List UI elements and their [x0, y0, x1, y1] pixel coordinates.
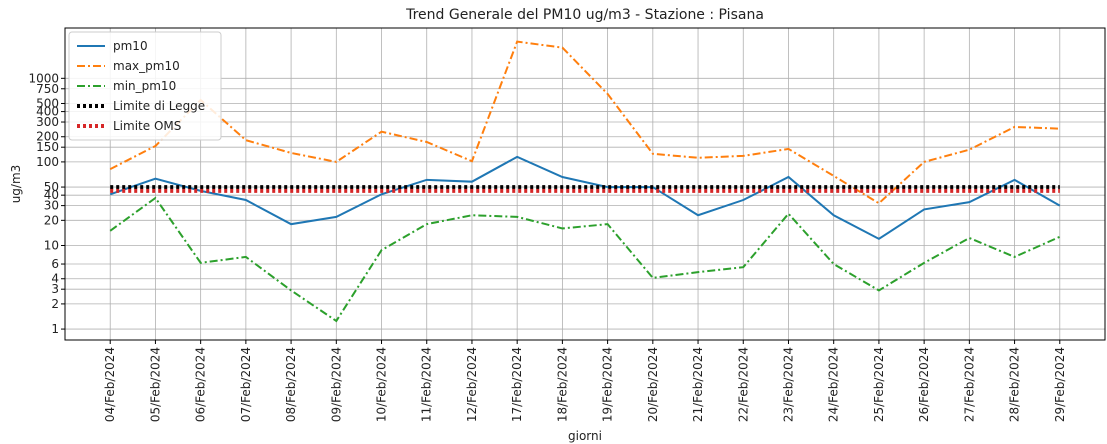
x-tick-label: 20/Feb/2024: [646, 347, 660, 422]
y-tick-label: 300: [36, 115, 59, 129]
plot-area: [65, 28, 1105, 340]
chart-title: Trend Generale del PM10 ug/m3 - Stazione…: [405, 7, 764, 23]
x-tick-label: 12/Feb/2024: [465, 347, 479, 422]
x-axis-label: giorni: [568, 429, 602, 443]
y-tick-label: 3: [51, 282, 59, 296]
x-tick-label: 27/Feb/2024: [962, 347, 976, 422]
x-tick-label: 28/Feb/2024: [1008, 347, 1022, 422]
y-tick-label: 1000: [28, 71, 59, 85]
legend-label: max_pm10: [113, 59, 180, 73]
y-tick-label: 500: [36, 96, 59, 110]
plot-frame: [64, 27, 1106, 341]
x-tick-label: 25/Feb/2024: [872, 347, 886, 422]
y-tick-label: 40: [44, 188, 59, 202]
x-tick-label: 10/Feb/2024: [375, 347, 389, 422]
x-tick-label: 05/Feb/2024: [148, 347, 162, 422]
x-tick-label: 24/Feb/2024: [827, 347, 841, 422]
x-tick-label: 17/Feb/2024: [510, 347, 524, 422]
y-tick-label: 750: [36, 82, 59, 96]
y-tick-label: 10: [44, 238, 59, 252]
legend-label: min_pm10: [113, 79, 176, 93]
x-tick-label: 23/Feb/2024: [781, 347, 795, 422]
y-tick-label: 1: [51, 322, 59, 336]
legend-box: [68, 31, 222, 141]
legend-label: Limite di Legge: [113, 99, 205, 113]
x-tick-label: 26/Feb/2024: [917, 347, 931, 422]
y-tick-label: 30: [44, 199, 59, 213]
y-tick-label: 6: [51, 257, 59, 271]
x-tick-label: 19/Feb/2024: [601, 347, 615, 422]
legend: pm10 max_pm10 min_pm10 Limite di Legge Limit…: [68, 31, 222, 141]
series-line: [109, 40, 1060, 205]
y-tick-label: 100: [36, 155, 59, 169]
x-tick-label: 18/Feb/2024: [555, 347, 569, 422]
x-tick-label: 22/Feb/2024: [736, 347, 750, 422]
legend-label: Limite OMS: [113, 119, 181, 133]
x-tick-label: 06/Feb/2024: [194, 347, 208, 422]
x-tick-label: 21/Feb/2024: [691, 347, 705, 422]
x-tick-label: 08/Feb/2024: [284, 347, 298, 422]
y-tick-label: 50: [44, 180, 59, 194]
y-tick-label: 200: [36, 130, 59, 144]
y-tick-label: 150: [36, 140, 59, 154]
x-tick-label: 29/Feb/2024: [1053, 347, 1067, 422]
y-tick-label: 2: [51, 297, 59, 311]
y-tick-label: 4: [51, 272, 59, 286]
y-axis-label: ug/m3: [9, 165, 23, 204]
series-line: [109, 196, 1061, 323]
x-tick-label: 04/Feb/2024: [103, 347, 117, 422]
y-tick-label: 400: [36, 105, 59, 119]
x-tick-label: 11/Feb/2024: [420, 347, 434, 422]
legend-label: pm10: [113, 39, 148, 53]
series-line: [109, 155, 1061, 241]
y-tick-label: 20: [44, 213, 59, 227]
x-tick-label: 09/Feb/2024: [329, 347, 343, 422]
x-tick-label: 07/Feb/2024: [239, 347, 253, 422]
